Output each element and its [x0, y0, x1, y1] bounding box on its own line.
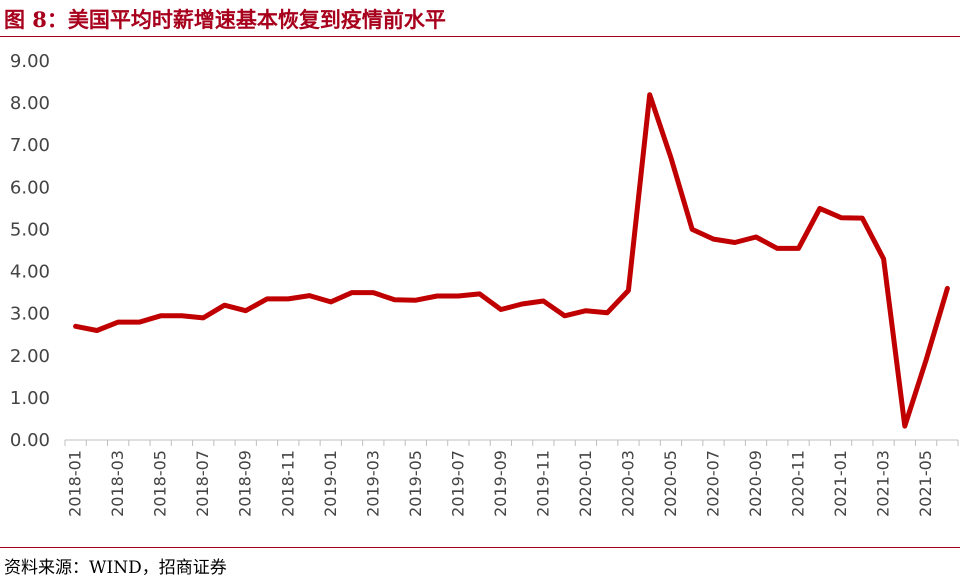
x-tick-label: 2020-07 [703, 450, 722, 517]
x-tick-label: 2019-07 [448, 450, 467, 517]
y-tick-label: 8.00 [10, 93, 50, 114]
x-tick-label: 2020-03 [618, 450, 637, 517]
y-tick-label: 6.00 [10, 177, 50, 198]
x-tick-label: 2018-07 [193, 450, 212, 517]
x-tick-label: 2019-09 [491, 450, 510, 517]
x-tick-label: 2019-01 [321, 450, 340, 517]
x-tick-label: 2018-11 [278, 450, 297, 517]
y-tick-label: 5.00 [10, 219, 50, 240]
y-tick-label: 2.00 [10, 346, 50, 367]
x-tick-label: 2021-05 [916, 450, 935, 517]
x-tick-label: 2020-09 [746, 450, 765, 517]
y-tick-label: 7.00 [10, 135, 50, 156]
y-tick-label: 4.00 [10, 262, 50, 283]
series-line [73, 92, 950, 429]
x-tick-label: 2019-11 [533, 450, 552, 517]
footer-divider [0, 547, 960, 548]
x-tick-label: 2018-03 [108, 450, 127, 517]
x-tick-label: 2021-03 [874, 450, 893, 517]
series-layer [73, 92, 950, 429]
y-axis: 0.00 1.00 2.00 3.00 4.00 5.00 6.00 7.00 8.00 9.00 [10, 51, 50, 451]
x-tick-label: 2020-11 [789, 450, 808, 517]
y-tick-label: 1.00 [10, 388, 50, 409]
title-divider [0, 36, 960, 37]
x-axis: 2018-01 2018-03 2018-05 2018-07 2018-09 2018-… [64, 439, 959, 517]
y-tick-label: 9.00 [10, 51, 50, 72]
x-tick-label: 2019-03 [363, 450, 382, 517]
x-tick-label: 2020-05 [661, 450, 680, 517]
x-tick-label: 2018-01 [66, 450, 85, 517]
x-tick-label: 2018-05 [151, 450, 170, 517]
x-tick-label: 2019-05 [406, 450, 425, 517]
source-note: 资料来源：WIND，招商证券 [4, 558, 227, 578]
y-tick-label: 0.00 [10, 430, 50, 451]
x-tick-label: 2021-01 [831, 450, 850, 517]
x-tick-label: 2020-01 [576, 450, 595, 517]
figure-title: 图 8：美国平均时薪增速基本恢复到疫情前水平 [4, 7, 446, 32]
x-tick-label: 2018-09 [236, 450, 255, 517]
y-tick-label: 3.00 [10, 304, 50, 325]
